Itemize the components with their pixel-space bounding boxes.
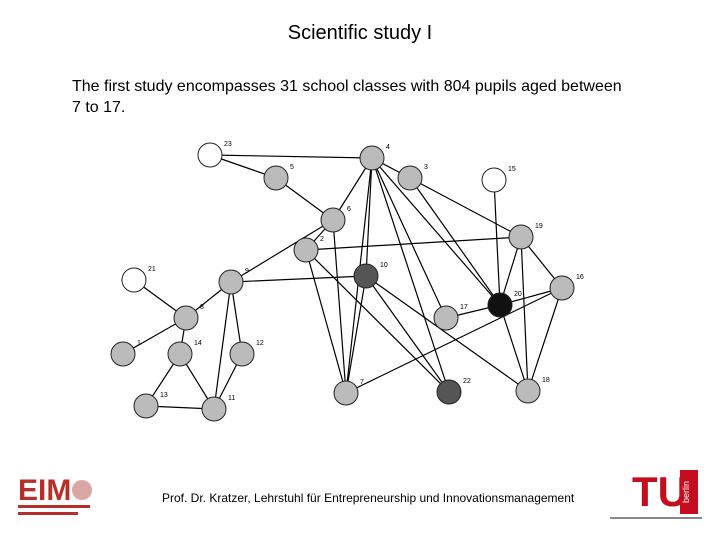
edge [345,275,367,394]
node-label: 7 [360,379,364,386]
footer: Prof. Dr. Kratzer, Lehrstuhl für Entrepr… [162,491,575,505]
logo-right-sub: berlin [681,481,691,503]
edge [371,157,450,393]
edge [209,154,373,159]
node-label: 5 [290,164,294,171]
node [121,267,147,293]
node [229,341,255,367]
edge [345,287,563,394]
node-label: 14 [194,340,202,347]
edge [230,219,334,283]
node-label: 13 [160,392,168,399]
node [481,167,507,193]
node [508,224,534,250]
node-label: 23 [224,141,232,148]
node [433,305,459,331]
node-label: 9 [245,268,249,275]
edge [371,157,447,319]
node [197,142,223,168]
edge [305,236,522,251]
node-label: 12 [256,340,264,347]
node-label: 10 [380,262,388,269]
node-label: 15 [508,166,516,173]
node-label: 3 [424,164,428,171]
logo-right-line [610,517,702,519]
edges [122,154,563,410]
node [133,393,159,419]
node [218,269,244,295]
node-label: 18 [542,377,550,384]
logo-right-text: TU [632,468,688,515]
node-label: 16 [576,274,584,281]
node [549,275,575,301]
node [436,379,462,405]
edge [332,219,347,394]
node-label: 17 [460,304,468,311]
logo-left-bar [18,505,90,508]
logo-left-icon [72,480,92,500]
node [515,378,541,404]
edge [305,249,347,394]
node-label: 19 [535,223,543,230]
node-label: 11 [228,395,235,402]
edge [365,275,529,392]
edge [213,281,232,410]
body-text: The first study encompasses 31 school cl… [72,78,622,116]
slide-title: Scientific study I [287,22,433,44]
logo-right: TU berlin [610,468,702,519]
node [167,341,193,367]
logo-left: EIM [18,474,92,515]
node [353,263,379,289]
edge [409,177,522,238]
edge [365,157,373,277]
node [110,341,136,367]
node [201,396,227,422]
node-label: 2 [320,236,324,243]
node-label: 22 [463,378,471,385]
edge [365,275,450,393]
edge [499,304,529,392]
edge [527,287,563,392]
logo-left-bar [18,512,78,515]
node-label: 8 [200,304,204,311]
node-label: 1 [137,340,141,347]
edge [493,179,501,306]
node-label: 6 [347,206,351,213]
node-label: 4 [386,144,390,151]
node [397,165,423,191]
edge [230,275,367,283]
edge [520,236,529,392]
node-label: 21 [148,266,156,273]
edge [305,249,450,393]
node [320,207,346,233]
edge [371,157,501,306]
node-label: 20 [514,291,522,298]
node [173,305,199,331]
node [333,380,359,406]
node [359,145,385,171]
node [263,165,289,191]
node [293,237,319,263]
logo-left-text: EIM [18,474,71,507]
logo-right-box [680,470,698,514]
node [487,292,513,318]
